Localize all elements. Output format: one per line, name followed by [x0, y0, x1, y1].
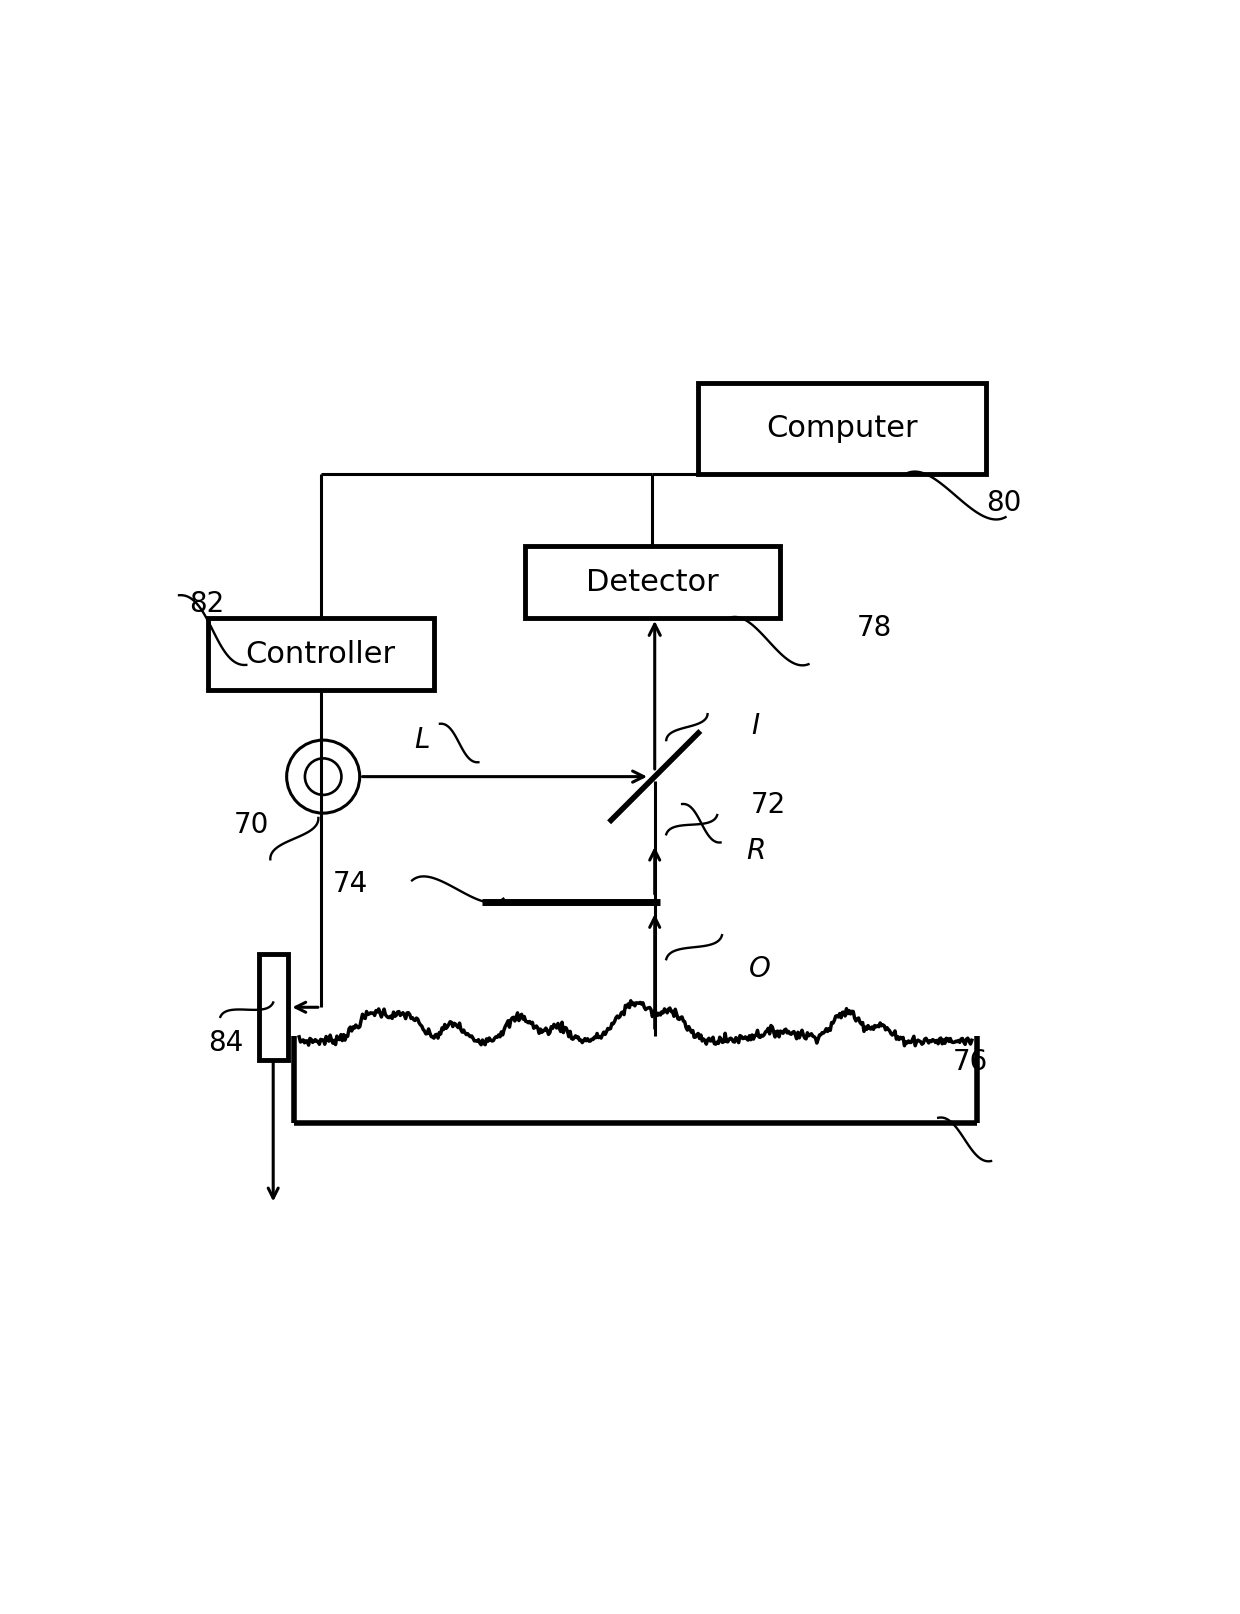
Text: Detector: Detector [587, 568, 719, 597]
Text: 80: 80 [986, 489, 1022, 516]
Text: O: O [749, 955, 771, 983]
Text: Computer: Computer [766, 413, 918, 442]
Text: 78: 78 [857, 613, 892, 642]
Text: 84: 84 [208, 1028, 243, 1057]
Text: 72: 72 [751, 791, 786, 820]
Text: 74: 74 [332, 870, 368, 899]
Text: 70: 70 [234, 810, 269, 839]
Text: Controller: Controller [246, 639, 396, 668]
Bar [525, 546, 780, 618]
Text: 82: 82 [188, 589, 224, 618]
Bar [698, 383, 986, 475]
Text: 76: 76 [952, 1047, 988, 1077]
Bar [208, 618, 434, 691]
Text: L: L [414, 726, 430, 754]
Text: R: R [746, 836, 765, 865]
Text: I: I [751, 712, 759, 739]
Bar [259, 954, 288, 1060]
